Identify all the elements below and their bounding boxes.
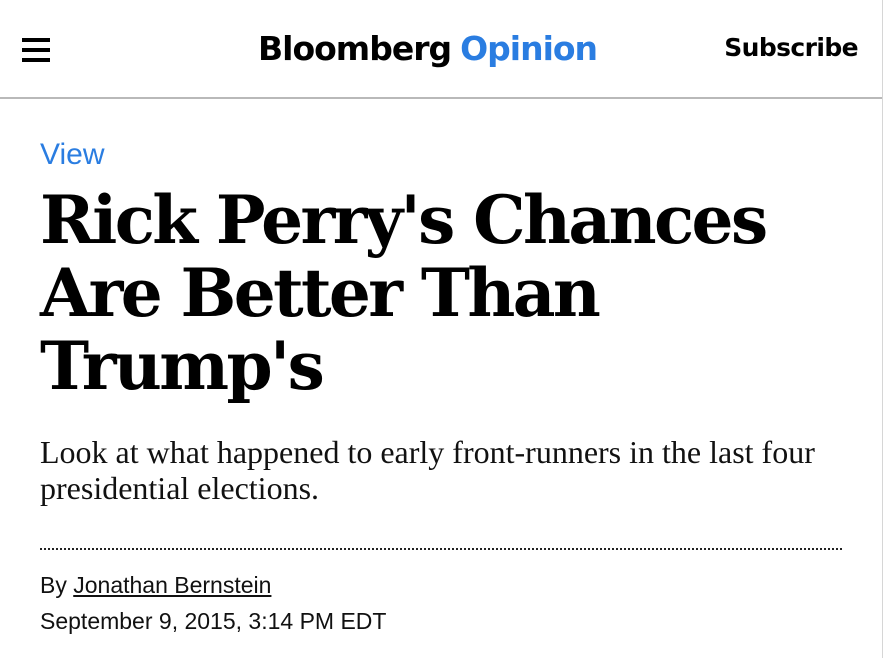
hamburger-menu-icon[interactable] <box>22 38 50 62</box>
byline: By Jonathan Bernstein <box>40 572 271 599</box>
dotted-divider <box>40 548 842 550</box>
menu-bar <box>22 58 50 62</box>
logo-section: Opinion <box>460 29 598 68</box>
menu-bar <box>22 48 50 52</box>
byline-prefix: By <box>40 572 67 598</box>
page-edge-divider <box>882 0 883 658</box>
menu-bar <box>22 38 50 42</box>
site-header: Bloomberg Opinion Subscribe <box>0 0 882 99</box>
section-kicker-link[interactable]: View <box>40 138 105 171</box>
logo-brand: Bloomberg <box>258 29 452 68</box>
publish-date: September 9, 2015, 3:14 PM EDT <box>40 608 387 634</box>
author-link[interactable]: Jonathan Bernstein <box>73 572 272 598</box>
bloomberg-opinion-logo[interactable]: Bloomberg Opinion <box>258 24 598 74</box>
subscribe-link[interactable]: Subscribe <box>724 33 858 62</box>
article-headline: Rick Perry's Chances Are Better Than Tru… <box>40 181 768 405</box>
article-dek: Look at what happened to early front-run… <box>40 434 815 506</box>
